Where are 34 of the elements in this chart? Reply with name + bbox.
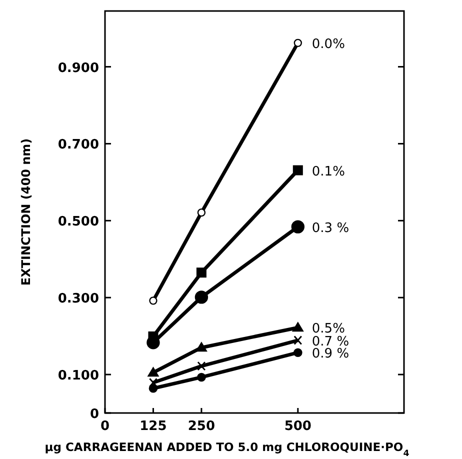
point <box>194 290 208 304</box>
point <box>294 38 302 48</box>
point <box>146 336 160 350</box>
point <box>197 361 206 371</box>
x-tick-label: 0 <box>100 419 110 434</box>
point <box>294 336 302 346</box>
y-tick-label: 0.900 <box>58 60 99 76</box>
point <box>292 322 304 332</box>
series-label: 0.9 % <box>312 346 350 362</box>
series-label: 0.1% <box>312 164 345 180</box>
point <box>292 165 303 176</box>
series-label: 0.0% <box>312 36 345 52</box>
point <box>149 296 158 305</box>
point <box>148 384 158 393</box>
x-tick-label: 500 <box>284 419 312 434</box>
y-tick-label: 0.700 <box>58 138 99 153</box>
y-tick-label: 0.100 <box>58 368 99 384</box>
point <box>291 220 305 234</box>
point <box>294 348 302 358</box>
point <box>197 372 206 382</box>
y-tick-label: 0 <box>90 407 99 422</box>
y-axis-title: EXTINCTION (400 nm) <box>19 138 33 286</box>
y-tick-label: 0.300 <box>58 292 99 307</box>
point <box>147 366 160 377</box>
point <box>148 378 158 388</box>
x-tick-label: 125 <box>140 419 167 434</box>
series-label: 0.5% <box>312 322 345 337</box>
point <box>195 342 208 352</box>
point <box>197 208 206 217</box>
series-label: 0.3 % <box>312 220 350 236</box>
y-tick-label: 0.500 <box>58 214 99 230</box>
x-axis-title: µg CARRAGEENAN ADDED TO 5.0 mg CHLOROQUINE·PO$_{4}$ <box>44 440 410 459</box>
point <box>196 268 206 278</box>
x-tick-label: 250 <box>188 419 216 434</box>
